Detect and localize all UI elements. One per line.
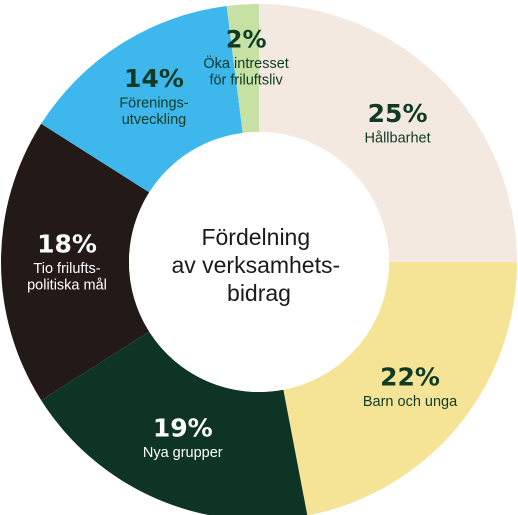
slice-1-label-line-0: Barn och unga [363,394,458,410]
slice-2-label-line-0: Nya grupper [143,445,223,461]
slice-0 [259,4,517,262]
slice-2-percent: 19% [153,414,213,443]
slice-3 [1,123,150,401]
slice-0-percent: 25% [368,99,428,128]
slice-4-label-line-0: Förenings- [119,95,188,111]
slice-5-label-line-0: Öka intresset [203,54,288,72]
slice-3-label-line-1: politiska mål [27,277,107,293]
chart-title-line-1: Fördelning [201,224,310,250]
slice-4 [41,6,243,193]
donut-hole [129,132,389,392]
chart-title-line-3: bidrag [227,280,291,306]
chart-title: Fördelning av verksamhets- bidrag [171,224,346,306]
slice-5-label-line-1: för friluftsliv [209,72,283,88]
slice-1-percent: 22% [380,362,440,391]
slice-2 [41,331,308,515]
slice-3-label-line-0: Tio frilufts- [33,261,100,277]
slice-4-label-line-1: utveckling [122,112,186,128]
slice-4-percent: 14% [124,64,184,93]
chart-title-line-2: av verksamhets- [171,252,340,278]
slice-5-percent: 2% [226,25,267,53]
label-group: 25% Hållbarhet 22% Barn och unga 19% Nya grup… [27,25,458,461]
slice-group [1,4,517,515]
slice-0-label-line-0: Hållbarhet [365,130,431,146]
slice-3-percent: 18% [37,229,97,258]
slice-5 [226,4,259,134]
slice-1 [283,262,517,515]
